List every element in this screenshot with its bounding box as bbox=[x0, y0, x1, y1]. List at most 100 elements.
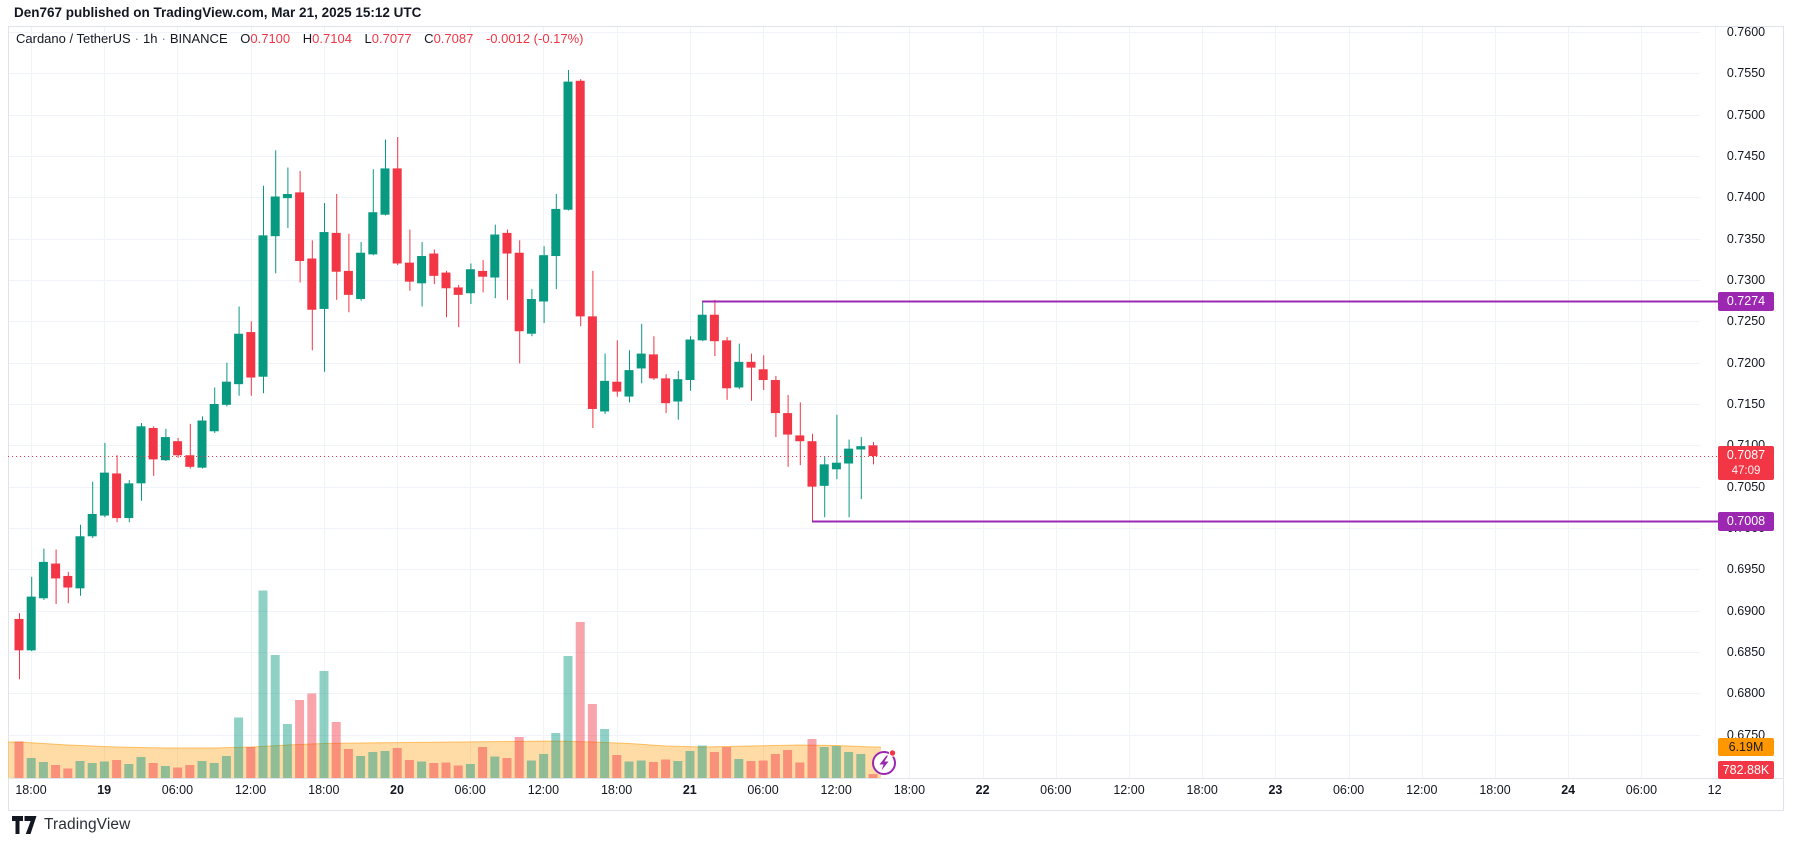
price-tick-label: 0.6800 bbox=[1726, 686, 1766, 701]
time-tick-label: 12:00 bbox=[820, 783, 852, 797]
candle-body bbox=[648, 354, 658, 379]
volume-bar bbox=[319, 671, 329, 778]
volume-bar bbox=[185, 765, 195, 778]
volume-bar bbox=[502, 758, 512, 778]
candle-body bbox=[807, 441, 817, 487]
bar-countdown: 47:09 bbox=[1731, 465, 1761, 477]
volume-bar bbox=[246, 747, 256, 778]
volume-bar bbox=[26, 758, 36, 778]
candle-body bbox=[783, 413, 793, 435]
candle-body bbox=[148, 427, 158, 460]
price-tick-label: 0.7050 bbox=[1726, 479, 1766, 494]
volume-bar bbox=[221, 756, 231, 778]
volume-bar bbox=[404, 760, 414, 778]
candle-body bbox=[26, 596, 36, 651]
time-tick-label: 18:00 bbox=[893, 783, 926, 797]
symbol-legend[interactable]: Cardano / TetherUS · 1h · BINANCE O0.7100 H0… bbox=[16, 31, 584, 46]
volume-bar bbox=[587, 704, 597, 778]
volume-bar bbox=[148, 763, 158, 778]
price-tick-label: 0.7550 bbox=[1726, 66, 1766, 81]
price-tick-label: 0.7300 bbox=[1726, 273, 1766, 287]
tradingview-logo[interactable]: TradingView bbox=[12, 816, 130, 834]
volume-bar bbox=[526, 760, 536, 778]
candle-body bbox=[587, 316, 597, 409]
time-tick-label: 19 bbox=[97, 783, 112, 797]
legend-separator: · bbox=[134, 31, 140, 46]
volume-bar bbox=[600, 729, 610, 778]
volume-bar bbox=[539, 754, 549, 778]
candle-body bbox=[307, 258, 317, 310]
volume-bar bbox=[14, 741, 24, 778]
price-tick-label: 0.6950 bbox=[1726, 562, 1766, 577]
candle-body bbox=[868, 445, 878, 457]
candle-body bbox=[136, 426, 146, 484]
volume-bar bbox=[124, 764, 134, 778]
volume-ma-label: 6.19M bbox=[1718, 738, 1774, 756]
volume-bar bbox=[734, 759, 744, 778]
volume-bar bbox=[831, 746, 841, 778]
volume-bar bbox=[551, 733, 561, 778]
candle-body bbox=[197, 420, 207, 468]
candle-body bbox=[636, 353, 646, 369]
candle-body bbox=[770, 380, 780, 414]
candle-body bbox=[661, 378, 671, 404]
price-tick-label: 0.7200 bbox=[1726, 355, 1766, 370]
close-value: C0.7087 bbox=[424, 31, 474, 46]
volume-bar bbox=[136, 757, 146, 778]
candle-body bbox=[539, 255, 549, 302]
time-tick-label: 18:00 bbox=[308, 783, 340, 797]
candle-body bbox=[380, 168, 390, 215]
price-tick-label: 0.7150 bbox=[1726, 397, 1766, 411]
open-value: O0.7100 bbox=[240, 31, 291, 46]
time-tick-label: 06:00 bbox=[1332, 783, 1365, 797]
volume-bar bbox=[514, 737, 524, 778]
volume-bar bbox=[478, 747, 488, 778]
candle-body bbox=[673, 379, 683, 402]
volume-ma-area bbox=[8, 741, 881, 778]
time-tick-label: 06:00 bbox=[1040, 783, 1072, 797]
volume-bar bbox=[197, 761, 207, 778]
candlestick-layer bbox=[14, 70, 878, 680]
volume-bar bbox=[258, 590, 268, 778]
volume-bar bbox=[856, 754, 866, 778]
volume-bar bbox=[51, 765, 61, 778]
candle-body bbox=[87, 513, 97, 537]
quick-trade-button[interactable] bbox=[872, 749, 897, 775]
tradingview-logo-text: TradingView bbox=[44, 816, 131, 833]
candle-body bbox=[856, 446, 866, 450]
candle-body bbox=[490, 234, 500, 278]
time-tick-label: 12:00 bbox=[1406, 783, 1438, 797]
candle-body bbox=[685, 339, 695, 381]
time-tick-label: 12:00 bbox=[1113, 783, 1145, 797]
candle-body bbox=[173, 441, 183, 456]
candle-body bbox=[404, 262, 414, 282]
volume-bar bbox=[465, 764, 475, 778]
candle-body bbox=[551, 208, 561, 257]
volume-bar bbox=[295, 700, 305, 778]
time-tick-label: 21 bbox=[682, 783, 697, 797]
notification-dot bbox=[888, 749, 897, 757]
candle-body bbox=[331, 232, 341, 272]
price-line-label-lower: 0.7008 bbox=[1718, 512, 1774, 531]
price-tick-label: 0.6900 bbox=[1726, 603, 1766, 618]
price-tick-label: 0.6850 bbox=[1726, 645, 1766, 659]
volume-bar bbox=[429, 763, 439, 778]
time-tick-label: 06:00 bbox=[454, 783, 486, 797]
time-tick-label: 12 bbox=[1707, 783, 1722, 797]
volume-layer bbox=[14, 590, 878, 778]
time-tick-label: 12:00 bbox=[234, 783, 267, 797]
volume-bar bbox=[624, 761, 634, 778]
candle-body bbox=[697, 314, 707, 341]
candle-body bbox=[356, 252, 366, 300]
volume-bar bbox=[697, 745, 707, 778]
time-tick-label: 06:00 bbox=[161, 783, 194, 797]
time-tick-label: 20 bbox=[390, 783, 404, 797]
candle-body bbox=[526, 299, 536, 334]
volume-value-label: 782.88K bbox=[1718, 761, 1774, 779]
volume-bar bbox=[453, 765, 463, 778]
volume-bar bbox=[173, 767, 183, 778]
volume-bar bbox=[343, 749, 353, 778]
volume-bar bbox=[490, 756, 500, 778]
volume-bar bbox=[819, 747, 829, 778]
